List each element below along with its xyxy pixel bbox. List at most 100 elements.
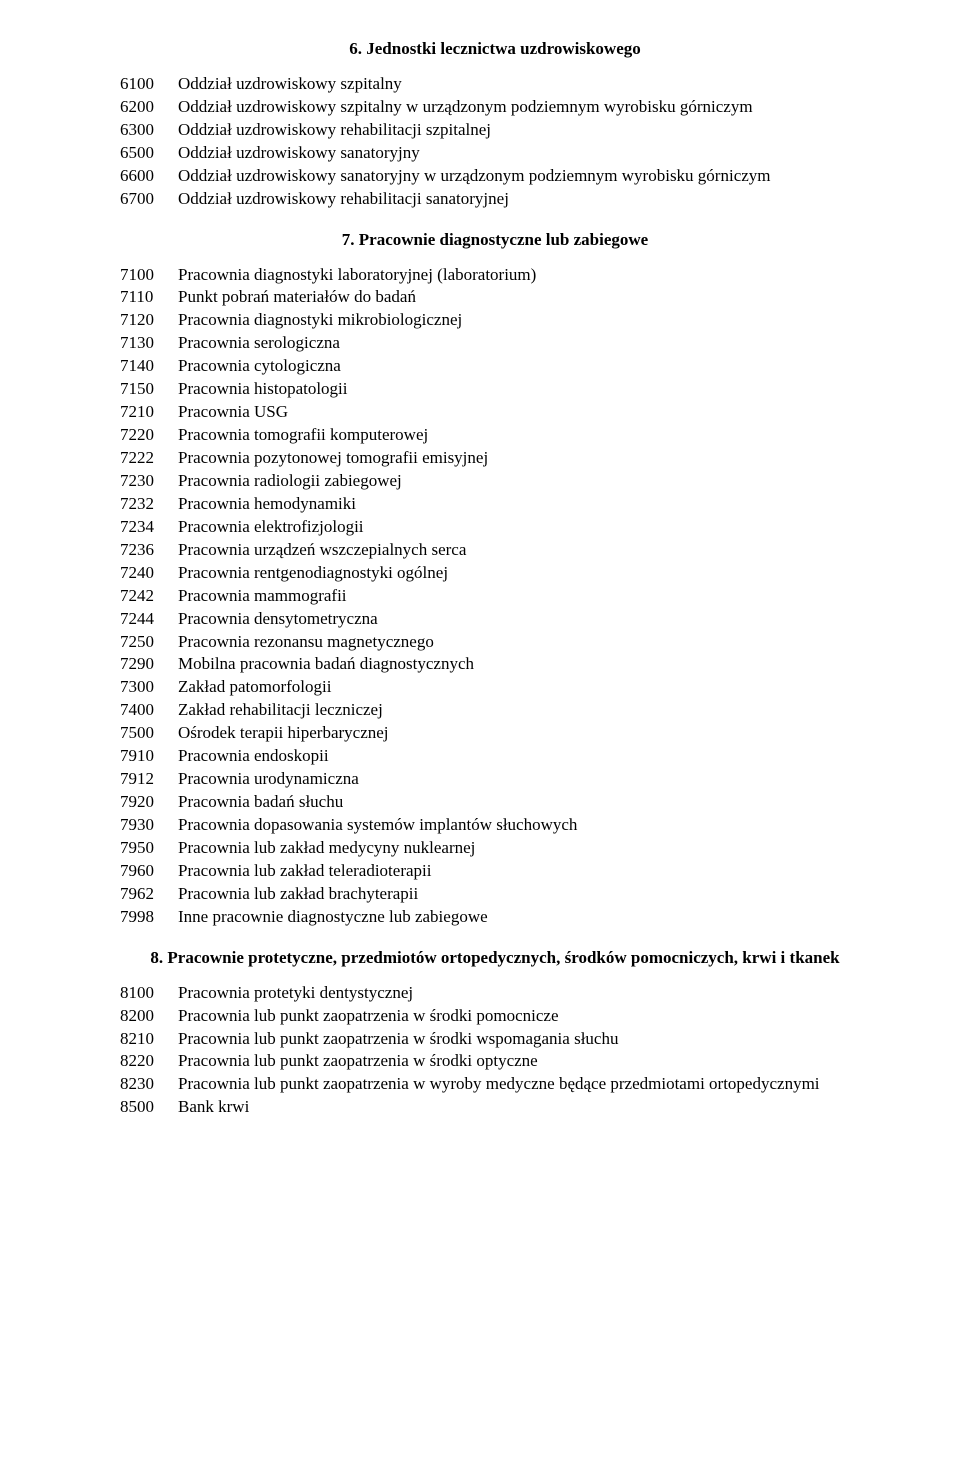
list-item: 8500Bank krwi <box>120 1096 870 1119</box>
list-item: 7920Pracownia badań słuchu <box>120 791 870 814</box>
item-label: Oddział uzdrowiskowy rehabilitacji szpit… <box>178 119 870 142</box>
item-label: Pracownia serologiczna <box>178 332 870 355</box>
item-code: 6200 <box>120 96 178 119</box>
item-label: Pracownia lub zakład brachyterapii <box>178 883 870 906</box>
item-code: 7100 <box>120 264 178 287</box>
list-item: 8220Pracownia lub punkt zaopatrzenia w ś… <box>120 1050 870 1073</box>
item-code: 6700 <box>120 188 178 211</box>
section-heading: 6. Jednostki lecznictwa uzdrowiskowego <box>120 38 870 61</box>
item-label: Oddział uzdrowiskowy szpitalny <box>178 73 870 96</box>
section-heading: 8. Pracownie protetyczne, przedmiotów or… <box>120 947 870 970</box>
list-item: 7220Pracownia tomografii komputerowej <box>120 424 870 447</box>
list-item: 7960Pracownia lub zakład teleradioterapi… <box>120 860 870 883</box>
item-code: 8500 <box>120 1096 178 1119</box>
list-item: 6600Oddział uzdrowiskowy sanatoryjny w u… <box>120 165 870 188</box>
list-item: 7110Punkt pobrań materiałów do badań <box>120 286 870 309</box>
item-label: Zakład rehabilitacji leczniczej <box>178 699 870 722</box>
item-label: Pracownia rezonansu magnetycznego <box>178 631 870 654</box>
item-code: 7110 <box>120 286 178 309</box>
item-code: 7300 <box>120 676 178 699</box>
list-item: 7950Pracownia lub zakład medycyny nuklea… <box>120 837 870 860</box>
list-item: 7140Pracownia cytologiczna <box>120 355 870 378</box>
item-label: Pracownia elektrofizjologii <box>178 516 870 539</box>
list-item: 7930Pracownia dopasowania systemów impla… <box>120 814 870 837</box>
list-item: 7230Pracownia radiologii zabiegowej <box>120 470 870 493</box>
list-item: 7962Pracownia lub zakład brachyterapii <box>120 883 870 906</box>
item-code: 7290 <box>120 653 178 676</box>
item-code: 8220 <box>120 1050 178 1073</box>
item-code: 7150 <box>120 378 178 401</box>
list-item: 8210Pracownia lub punkt zaopatrzenia w ś… <box>120 1028 870 1051</box>
list-item: 8200Pracownia lub punkt zaopatrzenia w ś… <box>120 1005 870 1028</box>
item-label: Oddział uzdrowiskowy rehabilitacji sanat… <box>178 188 870 211</box>
item-label: Pracownia rentgenodiagnostyki ogólnej <box>178 562 870 585</box>
item-code: 8230 <box>120 1073 178 1096</box>
item-code: 7234 <box>120 516 178 539</box>
item-label: Pracownia endoskopii <box>178 745 870 768</box>
item-code: 7222 <box>120 447 178 470</box>
item-code: 7210 <box>120 401 178 424</box>
item-code: 7950 <box>120 837 178 860</box>
item-label: Pracownia badań słuchu <box>178 791 870 814</box>
item-code: 6500 <box>120 142 178 165</box>
item-label: Inne pracownie diagnostyczne lub zabiego… <box>178 906 870 929</box>
item-label: Pracownia pozytonowej tomografii emisyjn… <box>178 447 870 470</box>
item-label: Pracownia tomografii komputerowej <box>178 424 870 447</box>
item-code: 6100 <box>120 73 178 96</box>
list-item: 7250Pracownia rezonansu magnetycznego <box>120 631 870 654</box>
list-item: 6500Oddział uzdrowiskowy sanatoryjny <box>120 142 870 165</box>
item-label: Pracownia mammografii <box>178 585 870 608</box>
item-label: Pracownia hemodynamiki <box>178 493 870 516</box>
list-item: 7998Inne pracownie diagnostyczne lub zab… <box>120 906 870 929</box>
item-label: Zakład patomorfologii <box>178 676 870 699</box>
item-label: Pracownia radiologii zabiegowej <box>178 470 870 493</box>
item-code: 7230 <box>120 470 178 493</box>
list-item: 7236Pracownia urządzeń wszczepialnych se… <box>120 539 870 562</box>
item-code: 7250 <box>120 631 178 654</box>
item-label: Mobilna pracownia badań diagnostycznych <box>178 653 870 676</box>
list-item: 7234Pracownia elektrofizjologii <box>120 516 870 539</box>
item-code: 7500 <box>120 722 178 745</box>
item-code: 7920 <box>120 791 178 814</box>
item-code: 7960 <box>120 860 178 883</box>
item-code: 7244 <box>120 608 178 631</box>
item-label: Pracownia histopatologii <box>178 378 870 401</box>
list-item: 7912Pracownia urodynamiczna <box>120 768 870 791</box>
item-code: 7130 <box>120 332 178 355</box>
item-label: Pracownia protetyki dentystycznej <box>178 982 870 1005</box>
item-code: 6600 <box>120 165 178 188</box>
item-label: Bank krwi <box>178 1096 870 1119</box>
item-code: 8210 <box>120 1028 178 1051</box>
list-item: 7242Pracownia mammografii <box>120 585 870 608</box>
list-item: 7130Pracownia serologiczna <box>120 332 870 355</box>
item-code: 7400 <box>120 699 178 722</box>
list-item: 7150Pracownia histopatologii <box>120 378 870 401</box>
item-label: Pracownia USG <box>178 401 870 424</box>
list-item: 8230Pracownia lub punkt zaopatrzenia w w… <box>120 1073 870 1096</box>
item-code: 7220 <box>120 424 178 447</box>
item-label: Pracownia urządzeń wszczepialnych serca <box>178 539 870 562</box>
list-item: 6300Oddział uzdrowiskowy rehabilitacji s… <box>120 119 870 142</box>
list-item: 7210Pracownia USG <box>120 401 870 424</box>
item-label: Oddział uzdrowiskowy szpitalny w urządzo… <box>178 96 870 119</box>
item-label: Punkt pobrań materiałów do badań <box>178 286 870 309</box>
list-item: 7240Pracownia rentgenodiagnostyki ogólne… <box>120 562 870 585</box>
item-code: 7232 <box>120 493 178 516</box>
item-label: Pracownia densytometryczna <box>178 608 870 631</box>
item-label: Pracownia dopasowania systemów implantów… <box>178 814 870 837</box>
list-item: 7120Pracownia diagnostyki mikrobiologicz… <box>120 309 870 332</box>
item-code: 8100 <box>120 982 178 1005</box>
item-code: 7240 <box>120 562 178 585</box>
item-code: 7962 <box>120 883 178 906</box>
list-item: 6100Oddział uzdrowiskowy szpitalny <box>120 73 870 96</box>
list-item: 7232Pracownia hemodynamiki <box>120 493 870 516</box>
list-item: 7244Pracownia densytometryczna <box>120 608 870 631</box>
item-list: 7100Pracownia diagnostyki laboratoryjnej… <box>120 264 870 929</box>
item-code: 7140 <box>120 355 178 378</box>
item-label: Pracownia diagnostyki laboratoryjnej (la… <box>178 264 870 287</box>
document-body: 6. Jednostki lecznictwa uzdrowiskowego 61… <box>120 38 870 1119</box>
list-item: 7222Pracownia pozytonowej tomografii emi… <box>120 447 870 470</box>
list-item: 6700Oddział uzdrowiskowy rehabilitacji s… <box>120 188 870 211</box>
item-code: 7120 <box>120 309 178 332</box>
item-label: Oddział uzdrowiskowy sanatoryjny w urząd… <box>178 165 870 188</box>
